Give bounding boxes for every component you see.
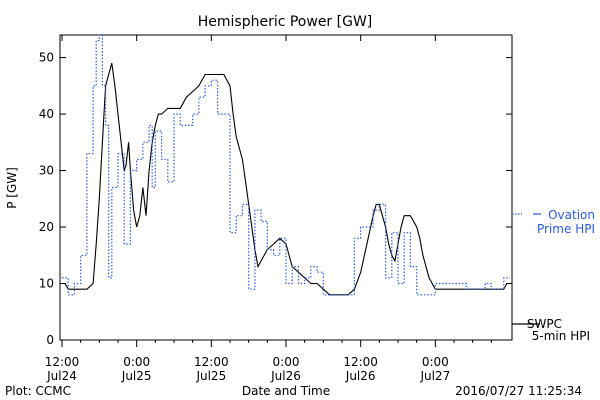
- x-tick-label-date: Jul26: [345, 369, 376, 383]
- x-tick-label-time: 0:00: [273, 355, 300, 369]
- y-axis-ticks: 0 10 20 30 40 50: [39, 51, 512, 347]
- y-tick-label: 50: [39, 51, 54, 65]
- y-tick-label: 30: [39, 164, 54, 178]
- y-axis-label: P [GW]: [5, 167, 19, 209]
- legend: Ovation Prime HPI SWPC 5-min HPI: [512, 208, 595, 343]
- x-tick-label-time: 12:00: [194, 355, 229, 369]
- plot-credit: Plot: CCMC: [5, 384, 71, 398]
- x-tick-label-time: 12:00: [45, 355, 80, 369]
- plot-timestamp: 2016/07/27 11:25:34: [455, 384, 582, 398]
- x-axis-label: Date and Time: [242, 384, 330, 398]
- x-tick-label-time: 12:00: [343, 355, 378, 369]
- legend-swpc-label-line2: 5-min HPI: [532, 329, 590, 343]
- x-tick-label-date: Jul27: [419, 369, 450, 383]
- y-tick-label: 0: [46, 333, 54, 347]
- series-group: [62, 34, 510, 296]
- x-tick-label-date: Jul26: [270, 369, 301, 383]
- legend-ovation-label-line1: Ovation: [548, 208, 595, 222]
- plot-area-frame: [59, 34, 513, 341]
- legend-swpc-label-line1: SWPC: [527, 317, 562, 331]
- legend-ovation-label-line2: Prime HPI: [537, 222, 595, 236]
- x-axis-ticks: 12:00Jul240:00Jul2512:00Jul250:00Jul2612…: [45, 35, 492, 383]
- x-tick-label-date: Jul25: [121, 369, 152, 383]
- x-tick-label-time: 0:00: [123, 355, 150, 369]
- x-tick-label-date: Jul25: [195, 369, 226, 383]
- chart-title: Hemispheric Power [GW]: [198, 14, 373, 30]
- y-tick-label: 40: [39, 107, 54, 121]
- x-tick-label-date: Jul24: [46, 369, 77, 383]
- y-tick-label: 20: [39, 220, 54, 234]
- series-ovation-line: [62, 34, 510, 296]
- y-tick-label: 10: [39, 277, 54, 291]
- x-tick-label-time: 0:00: [422, 355, 449, 369]
